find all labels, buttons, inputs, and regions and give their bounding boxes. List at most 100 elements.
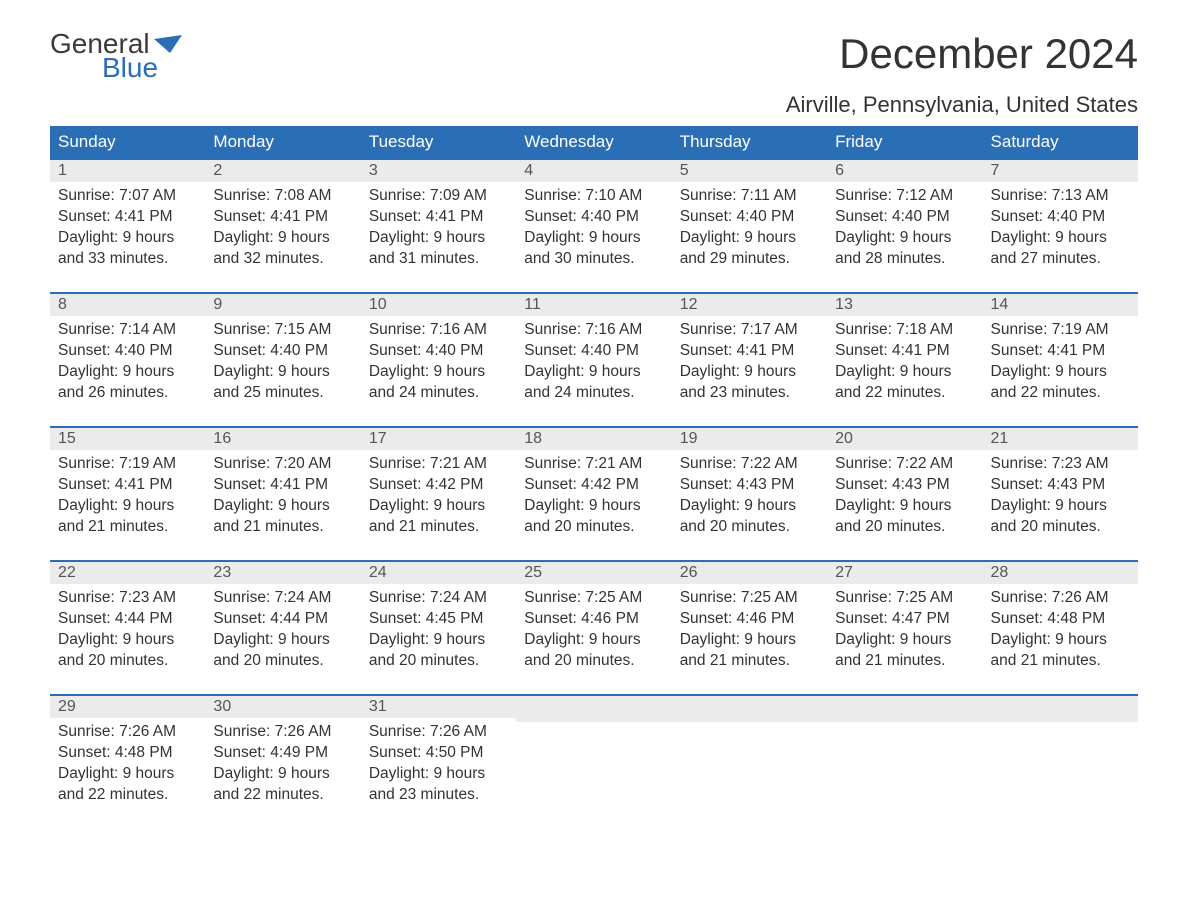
weekday-header: Thursday — [672, 126, 827, 158]
calendar-day-cell: 18Sunrise: 7:21 AMSunset: 4:42 PMDayligh… — [516, 426, 671, 560]
sunrise-line: Sunrise: 7:17 AM — [680, 320, 819, 341]
sunrise-line: Sunrise: 7:23 AM — [58, 588, 197, 609]
sunrise-line: Sunrise: 7:16 AM — [524, 320, 663, 341]
daylight-line: Daylight: 9 hours and 25 minutes. — [213, 362, 352, 404]
calendar-table: SundayMondayTuesdayWednesdayThursdayFrid… — [50, 126, 1138, 828]
sunset-line: Sunset: 4:40 PM — [991, 207, 1130, 228]
sunrise-line: Sunrise: 7:22 AM — [835, 454, 974, 475]
day-content: Sunrise: 7:15 AMSunset: 4:40 PMDaylight:… — [205, 316, 360, 408]
daylight-line: Daylight: 9 hours and 20 minutes. — [524, 630, 663, 672]
calendar-day-cell: 1Sunrise: 7:07 AMSunset: 4:41 PMDaylight… — [50, 158, 205, 292]
day-content: Sunrise: 7:12 AMSunset: 4:40 PMDaylight:… — [827, 182, 982, 274]
day-content: Sunrise: 7:26 AMSunset: 4:48 PMDaylight:… — [983, 584, 1138, 676]
calendar-day-cell: 15Sunrise: 7:19 AMSunset: 4:41 PMDayligh… — [50, 426, 205, 560]
sunrise-line: Sunrise: 7:18 AM — [835, 320, 974, 341]
day-number: 20 — [827, 426, 982, 450]
day-content: Sunrise: 7:16 AMSunset: 4:40 PMDaylight:… — [516, 316, 671, 408]
day-number: 25 — [516, 560, 671, 584]
sunrise-line: Sunrise: 7:10 AM — [524, 186, 663, 207]
day-number: 1 — [50, 158, 205, 182]
calendar-day-cell: 31Sunrise: 7:26 AMSunset: 4:50 PMDayligh… — [361, 694, 516, 828]
daylight-line: Daylight: 9 hours and 20 minutes. — [835, 496, 974, 538]
sunrise-line: Sunrise: 7:15 AM — [213, 320, 352, 341]
sunset-line: Sunset: 4:48 PM — [991, 609, 1130, 630]
day-number: 31 — [361, 694, 516, 718]
weekday-header: Sunday — [50, 126, 205, 158]
day-number: 22 — [50, 560, 205, 584]
day-content: Sunrise: 7:17 AMSunset: 4:41 PMDaylight:… — [672, 316, 827, 408]
empty-day-strip — [983, 694, 1138, 722]
day-number: 21 — [983, 426, 1138, 450]
day-number: 5 — [672, 158, 827, 182]
daylight-line: Daylight: 9 hours and 22 minutes. — [835, 362, 974, 404]
sunrise-line: Sunrise: 7:08 AM — [213, 186, 352, 207]
sunrise-line: Sunrise: 7:21 AM — [369, 454, 508, 475]
calendar-day-cell: 14Sunrise: 7:19 AMSunset: 4:41 PMDayligh… — [983, 292, 1138, 426]
daylight-line: Daylight: 9 hours and 20 minutes. — [58, 630, 197, 672]
sunset-line: Sunset: 4:41 PM — [991, 341, 1130, 362]
day-content: Sunrise: 7:21 AMSunset: 4:42 PMDaylight:… — [361, 450, 516, 542]
sunset-line: Sunset: 4:42 PM — [524, 475, 663, 496]
calendar-day-cell: 6Sunrise: 7:12 AMSunset: 4:40 PMDaylight… — [827, 158, 982, 292]
sunset-line: Sunset: 4:44 PM — [58, 609, 197, 630]
day-content: Sunrise: 7:26 AMSunset: 4:49 PMDaylight:… — [205, 718, 360, 810]
daylight-line: Daylight: 9 hours and 29 minutes. — [680, 228, 819, 270]
daylight-line: Daylight: 9 hours and 22 minutes. — [213, 764, 352, 806]
day-number: 7 — [983, 158, 1138, 182]
sunrise-line: Sunrise: 7:26 AM — [58, 722, 197, 743]
daylight-line: Daylight: 9 hours and 22 minutes. — [991, 362, 1130, 404]
sunset-line: Sunset: 4:41 PM — [58, 475, 197, 496]
calendar-day-cell: 19Sunrise: 7:22 AMSunset: 4:43 PMDayligh… — [672, 426, 827, 560]
day-number: 19 — [672, 426, 827, 450]
logo: General Blue — [50, 30, 182, 82]
daylight-line: Daylight: 9 hours and 20 minutes. — [991, 496, 1130, 538]
sunrise-line: Sunrise: 7:25 AM — [680, 588, 819, 609]
sunset-line: Sunset: 4:40 PM — [680, 207, 819, 228]
daylight-line: Daylight: 9 hours and 33 minutes. — [58, 228, 197, 270]
day-content: Sunrise: 7:09 AMSunset: 4:41 PMDaylight:… — [361, 182, 516, 274]
day-number: 11 — [516, 292, 671, 316]
daylight-line: Daylight: 9 hours and 21 minutes. — [680, 630, 819, 672]
daylight-line: Daylight: 9 hours and 28 minutes. — [835, 228, 974, 270]
day-content: Sunrise: 7:19 AMSunset: 4:41 PMDaylight:… — [50, 450, 205, 542]
day-content: Sunrise: 7:26 AMSunset: 4:50 PMDaylight:… — [361, 718, 516, 810]
daylight-line: Daylight: 9 hours and 20 minutes. — [369, 630, 508, 672]
day-number: 28 — [983, 560, 1138, 584]
day-content: Sunrise: 7:08 AMSunset: 4:41 PMDaylight:… — [205, 182, 360, 274]
sunrise-line: Sunrise: 7:19 AM — [58, 454, 197, 475]
sunset-line: Sunset: 4:43 PM — [991, 475, 1130, 496]
day-content: Sunrise: 7:25 AMSunset: 4:46 PMDaylight:… — [516, 584, 671, 676]
calendar-empty-cell — [983, 694, 1138, 828]
empty-day-strip — [516, 694, 671, 722]
daylight-line: Daylight: 9 hours and 27 minutes. — [991, 228, 1130, 270]
day-content: Sunrise: 7:18 AMSunset: 4:41 PMDaylight:… — [827, 316, 982, 408]
calendar-empty-cell — [672, 694, 827, 828]
daylight-line: Daylight: 9 hours and 21 minutes. — [991, 630, 1130, 672]
day-content: Sunrise: 7:23 AMSunset: 4:44 PMDaylight:… — [50, 584, 205, 676]
day-content: Sunrise: 7:22 AMSunset: 4:43 PMDaylight:… — [827, 450, 982, 542]
day-content: Sunrise: 7:23 AMSunset: 4:43 PMDaylight:… — [983, 450, 1138, 542]
calendar-day-cell: 5Sunrise: 7:11 AMSunset: 4:40 PMDaylight… — [672, 158, 827, 292]
sunset-line: Sunset: 4:40 PM — [58, 341, 197, 362]
sunset-line: Sunset: 4:48 PM — [58, 743, 197, 764]
day-content: Sunrise: 7:26 AMSunset: 4:48 PMDaylight:… — [50, 718, 205, 810]
sunset-line: Sunset: 4:40 PM — [369, 341, 508, 362]
sunset-line: Sunset: 4:41 PM — [213, 475, 352, 496]
sunset-line: Sunset: 4:40 PM — [524, 207, 663, 228]
sunrise-line: Sunrise: 7:09 AM — [369, 186, 508, 207]
sunrise-line: Sunrise: 7:20 AM — [213, 454, 352, 475]
sunset-line: Sunset: 4:46 PM — [680, 609, 819, 630]
weekday-header: Saturday — [983, 126, 1138, 158]
sunset-line: Sunset: 4:43 PM — [680, 475, 819, 496]
sunset-line: Sunset: 4:41 PM — [835, 341, 974, 362]
sunrise-line: Sunrise: 7:16 AM — [369, 320, 508, 341]
sunset-line: Sunset: 4:42 PM — [369, 475, 508, 496]
sunset-line: Sunset: 4:40 PM — [835, 207, 974, 228]
sunrise-line: Sunrise: 7:14 AM — [58, 320, 197, 341]
calendar-day-cell: 27Sunrise: 7:25 AMSunset: 4:47 PMDayligh… — [827, 560, 982, 694]
calendar-day-cell: 13Sunrise: 7:18 AMSunset: 4:41 PMDayligh… — [827, 292, 982, 426]
calendar-day-cell: 23Sunrise: 7:24 AMSunset: 4:44 PMDayligh… — [205, 560, 360, 694]
daylight-line: Daylight: 9 hours and 31 minutes. — [369, 228, 508, 270]
daylight-line: Daylight: 9 hours and 20 minutes. — [213, 630, 352, 672]
day-content: Sunrise: 7:16 AMSunset: 4:40 PMDaylight:… — [361, 316, 516, 408]
